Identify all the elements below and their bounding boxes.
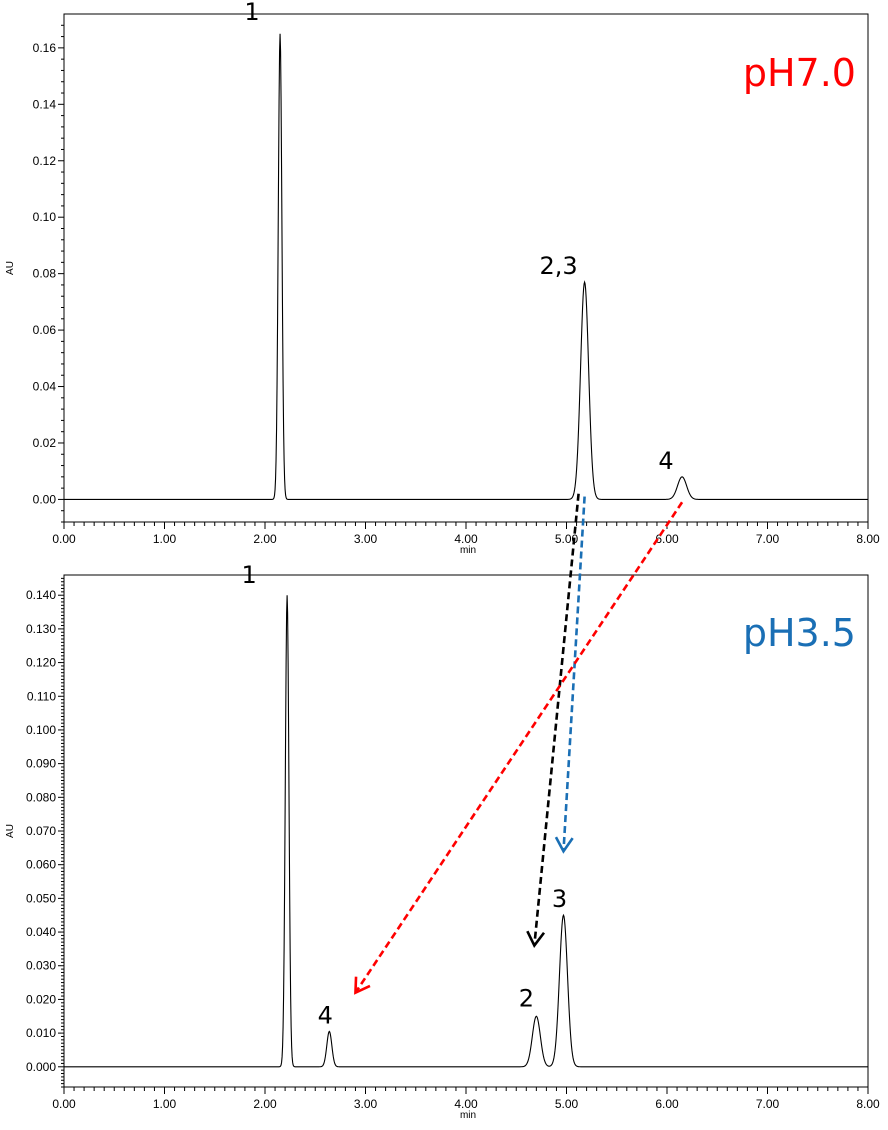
y-tick-label: 0.090 <box>26 757 56 771</box>
y-tick-label: 0.070 <box>26 824 56 838</box>
x-tick-label: 4.00 <box>454 1097 478 1111</box>
x-tick-label: 5.00 <box>555 1097 579 1111</box>
chromatogram-trace <box>64 595 868 1068</box>
chromatogram-trace <box>64 33 868 500</box>
y-tick-label: 0.020 <box>26 992 56 1006</box>
y-tick-label: 0.02 <box>33 436 57 450</box>
x-tick-label: 0.00 <box>52 1097 76 1111</box>
x-tick-label: 1.00 <box>153 532 177 546</box>
peak-label: 2 <box>519 984 534 1012</box>
peak-label: 3 <box>552 885 567 913</box>
x-tick-label: 8.00 <box>856 532 880 546</box>
y-axis-title: AU <box>5 261 16 275</box>
x-tick-label: 2.00 <box>253 1097 277 1111</box>
ph-title: pH3.5 <box>743 611 856 655</box>
y-tick-label: 0.110 <box>27 689 56 703</box>
x-tick-label: 6.00 <box>655 1097 679 1111</box>
y-tick-label: 0.06 <box>33 323 57 337</box>
y-tick-label: 0.12 <box>33 154 57 168</box>
chart-panel-1: 0.00 1.00 2.00 3.00 4.00 5.00 6.00 7.00 8.000.00… <box>5 0 880 556</box>
x-tick-label: 8.00 <box>856 1097 880 1111</box>
y-tick-label: 0.000 <box>26 1060 56 1074</box>
y-tick-label: 0.030 <box>26 959 56 973</box>
arrow-head <box>526 930 546 949</box>
arrow-head <box>554 836 574 854</box>
y-axis-title: AU <box>5 824 16 838</box>
y-tick-label: 0.10 <box>33 210 57 224</box>
x-tick-label: 1.00 <box>153 1097 177 1111</box>
x-tick-label: 4.00 <box>454 532 478 546</box>
peak-label: 1 <box>241 561 256 589</box>
peak-label: 4 <box>318 1001 333 1029</box>
y-tick-label: 0.050 <box>26 891 56 905</box>
x-tick-label: 7.00 <box>756 1097 780 1111</box>
peak-label: 2,3 <box>540 252 578 280</box>
chart-panel-2: 0.00 1.00 2.00 3.00 4.00 5.00 6.00 7.00 8.00 0.00… <box>5 561 880 1121</box>
x-tick-label: 3.00 <box>354 532 378 546</box>
y-tick-label: 0.080 <box>26 790 56 804</box>
y-tick-label: 0.130 <box>26 622 56 636</box>
x-tick-label: 7.00 <box>756 532 780 546</box>
y-tick-label: 0.120 <box>26 656 56 670</box>
peak-label: 1 <box>244 0 259 26</box>
y-tick-label: 0.100 <box>26 723 56 737</box>
arrow-shaft <box>533 493 580 946</box>
y-tick-label: 0.08 <box>33 267 57 281</box>
ph-title: pH7.0 <box>743 51 856 95</box>
x-tick-label: 6.00 <box>655 532 679 546</box>
y-tick-label: 0.040 <box>26 925 56 939</box>
x-axis-title: min <box>460 1110 476 1121</box>
y-tick-label: 0.14 <box>33 97 57 111</box>
y-tick-label: 0.00 <box>33 492 57 506</box>
x-tick-label: 3.00 <box>354 1097 378 1111</box>
y-tick-label: 0.010 <box>26 1026 56 1040</box>
y-tick-label: 0.140 <box>26 588 56 602</box>
arrow-black <box>526 493 580 949</box>
x-tick-label: 2.00 <box>253 532 277 546</box>
y-tick-label: 0.060 <box>26 858 56 872</box>
arrow-head <box>354 976 371 995</box>
y-tick-label: 0.16 <box>33 41 57 55</box>
x-axis-title: min <box>460 545 476 556</box>
arrow-blue <box>554 496 586 854</box>
arrow-red <box>354 501 684 995</box>
arrow-shaft <box>562 496 586 852</box>
arrow-shaft <box>354 501 684 994</box>
y-tick-label: 0.04 <box>33 380 57 394</box>
x-tick-label: 0.00 <box>52 532 76 546</box>
peak-label: 4 <box>658 447 673 475</box>
